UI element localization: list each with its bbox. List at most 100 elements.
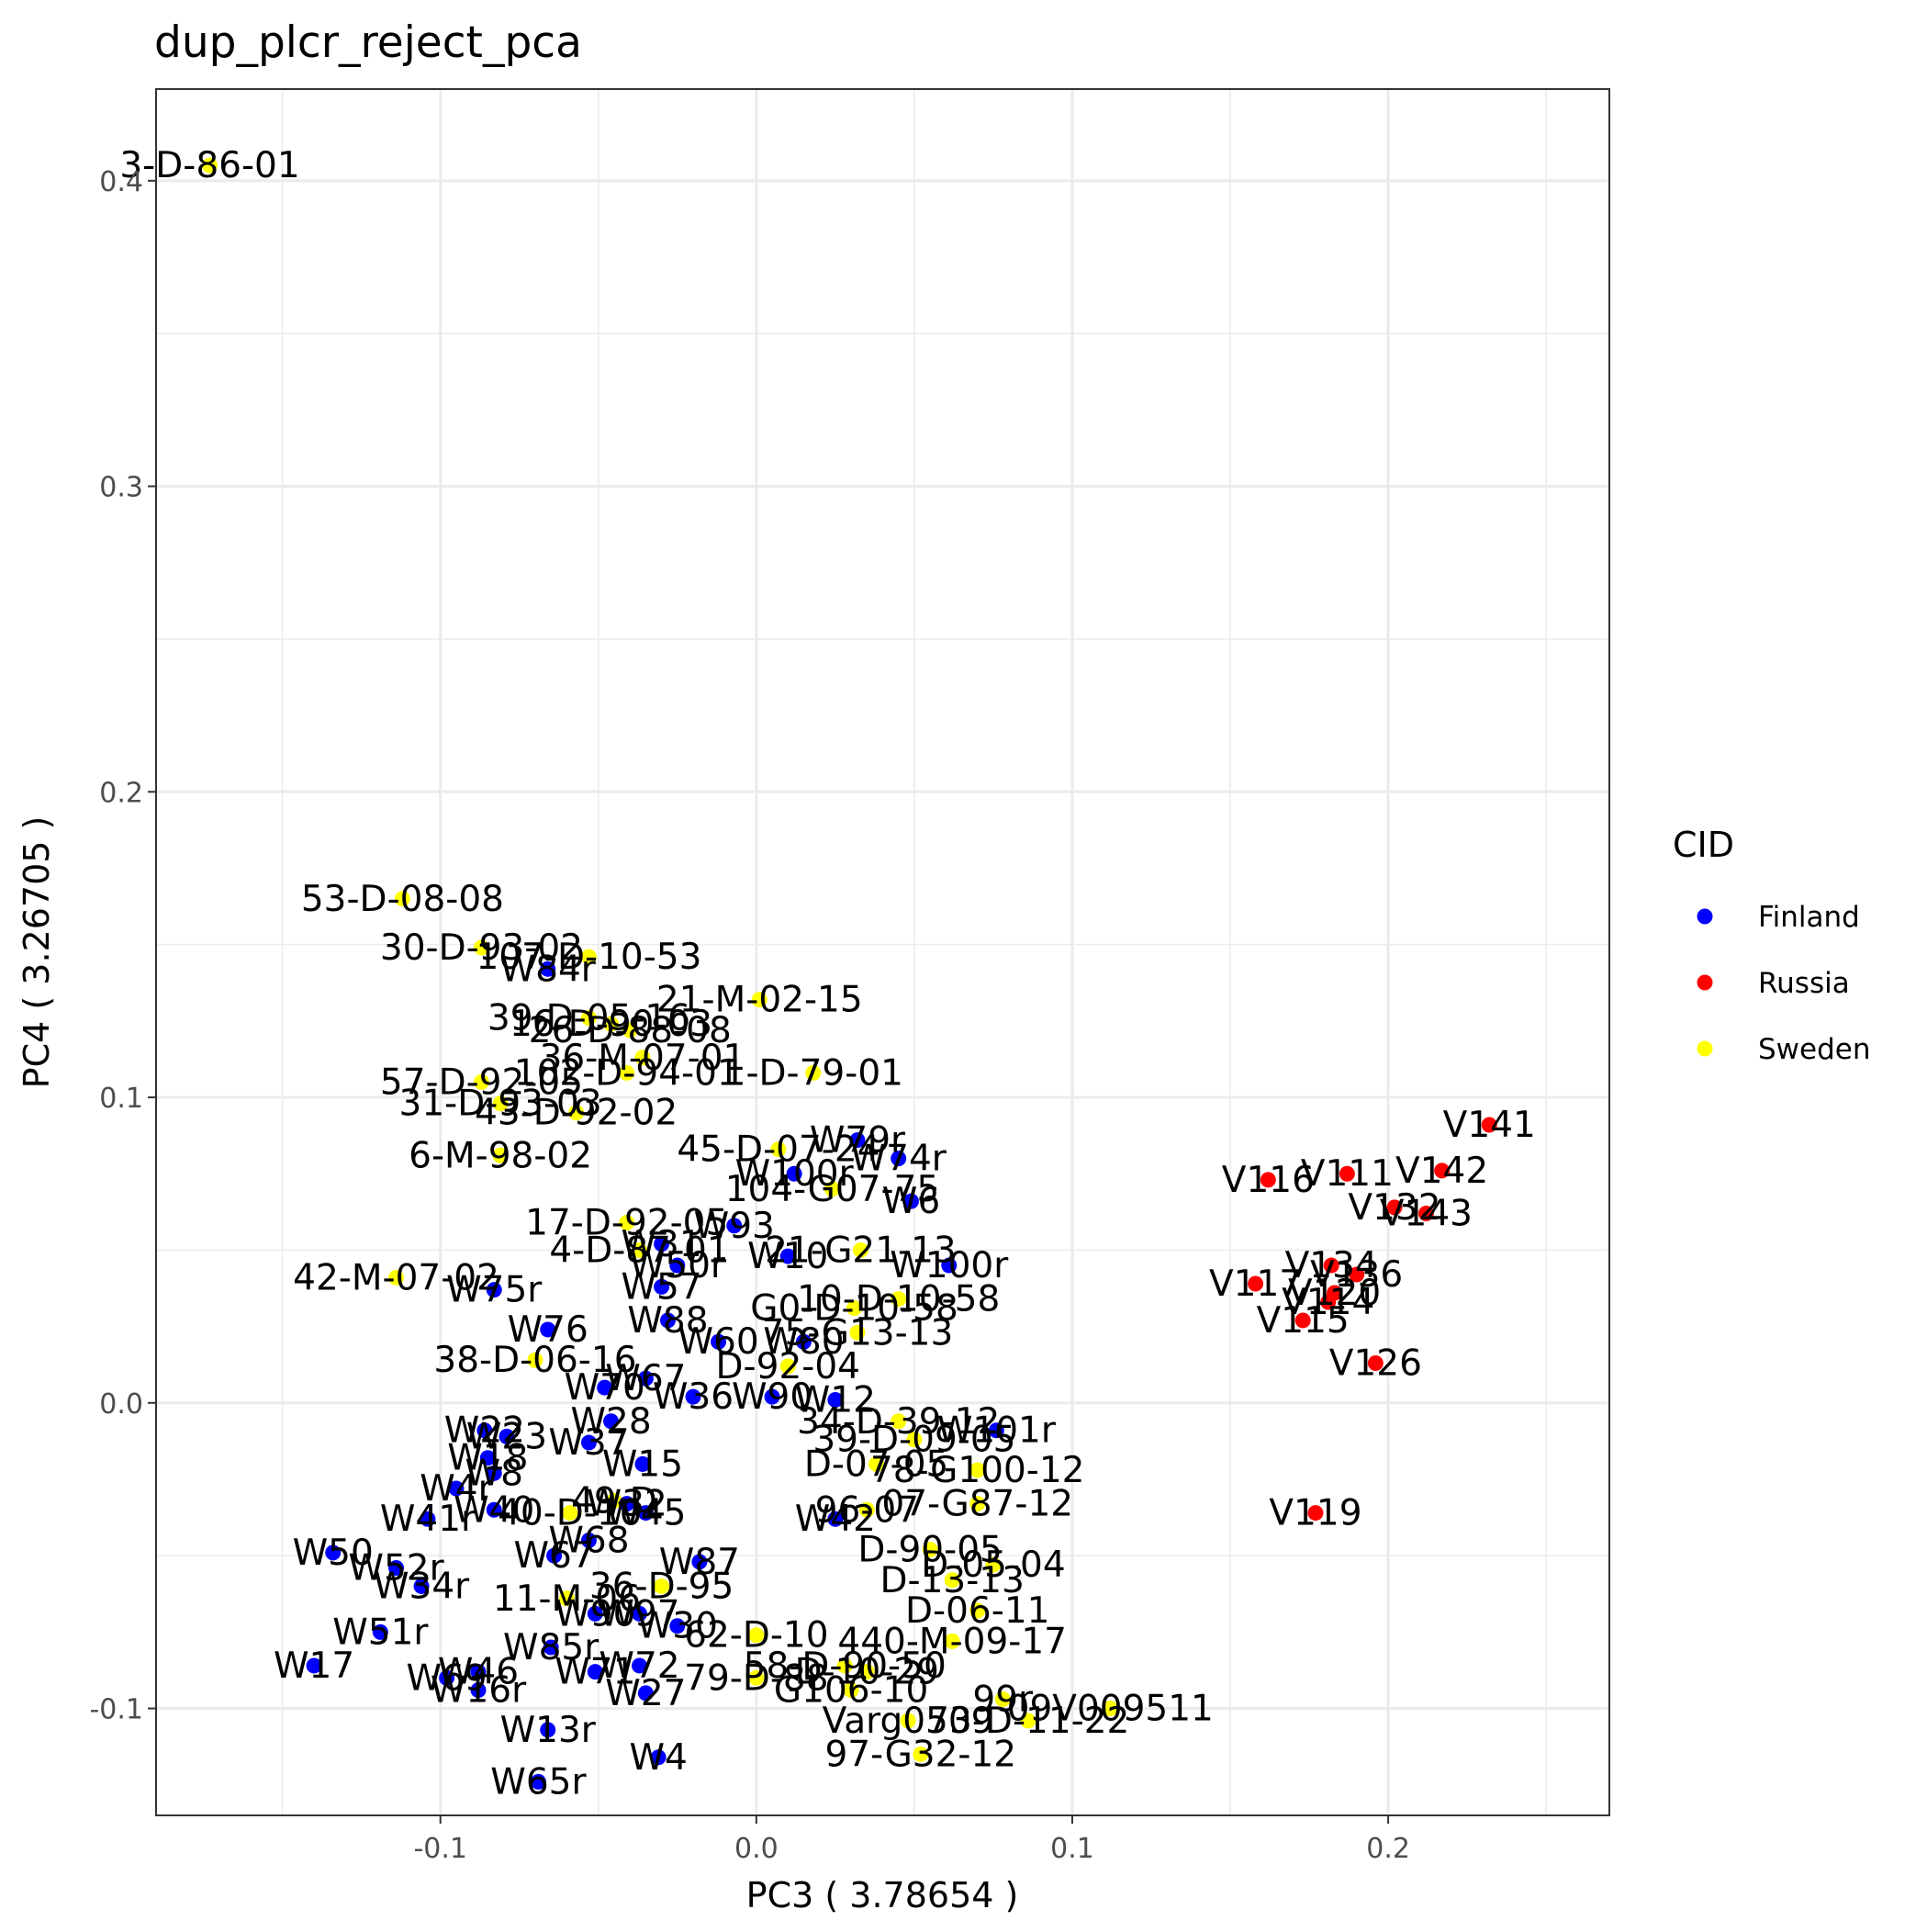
y-tick-label: 0.2 [99,777,143,809]
point-label: W6 [882,1181,940,1222]
point-label: W90 [732,1376,812,1418]
data-point [202,157,218,174]
y-tick-label: -0.1 [89,1694,143,1726]
point-label: 102-D-94-01 [514,1052,740,1094]
point-label: V132 [1348,1187,1440,1229]
data-point [748,1627,765,1644]
plot-panel-border [155,88,1610,1816]
point-label: D-10-29 [795,1652,939,1693]
point-label: D-07-05 [804,1443,948,1485]
point-label: D-90-05 [857,1530,1002,1571]
point-label: W70 [565,1367,645,1409]
point-label: D-92-04 [716,1346,860,1387]
data-point [650,1749,667,1766]
data-point [603,1016,620,1032]
point-label: 4-D-87-01 [549,1230,729,1271]
legend-title: CID [1673,825,1734,865]
point-label: W30 [637,1606,718,1647]
data-point [587,1664,603,1680]
data-point [941,1257,958,1274]
point-label: 36-D-95 [589,1566,734,1607]
data-point [849,1324,866,1341]
point-label: V134 [1285,1245,1378,1286]
data-point [764,1388,780,1405]
point-label: 31-D-93-03 [399,1084,602,1125]
point-label: W60 [678,1321,758,1363]
data-point [823,1181,840,1197]
point-label: 10-D-10-58 [797,1279,1000,1320]
legend-entries: Finland Russia Sweden [1697,901,1871,1066]
point-label: V136 [1310,1254,1403,1296]
point-label: W37 [548,1422,629,1464]
point-label: 440-M-09-17 [837,1621,1067,1662]
data-point [654,1278,670,1295]
point-label: W85r [503,1627,599,1668]
point-label: 39-D-05-16 [487,998,690,1039]
data-point [944,1633,960,1649]
y-axis: -0.1 0.0 0.1 0.2 0.3 0.4 [89,166,156,1726]
data-point [568,1105,585,1121]
data-point [637,1505,654,1522]
point-label: W100r [735,1153,855,1195]
point-label: W52r [348,1547,444,1589]
data-point [530,1773,546,1790]
y-tick-label: 0.1 [99,1083,143,1115]
point-label: 58-D-90-50 [744,1646,947,1687]
point-label: W90 [555,1593,635,1634]
point-label: 49-D [571,1480,657,1522]
data-point [622,1022,638,1039]
data-point [540,960,556,977]
data-point [1248,1275,1264,1292]
legend-key [1697,908,1713,925]
point-label: W22 [444,1410,525,1452]
data-point [476,1422,493,1439]
point-label: W18 [447,1438,528,1479]
point-label: W88 [627,1300,708,1342]
x-axis: -0.1 0.0 0.1 0.2 [413,1815,1410,1865]
point-label: 6-M-98-02 [409,1135,592,1176]
data-point [597,1379,613,1396]
data-point [659,1312,676,1329]
point-label: 38-D-06-16 [433,1340,636,1381]
data-point [669,1257,686,1274]
data-point [580,1533,597,1549]
data-point [770,1141,787,1158]
data-point [637,1685,654,1702]
point-label: 07-G87-12 [881,1484,1073,1525]
point-label: W69 [406,1657,487,1699]
data-point [634,1455,651,1472]
data-point [1367,1355,1384,1372]
point-label: D-06-11 [905,1590,1049,1632]
point-label: W50 [293,1533,374,1574]
data-point [1386,1199,1403,1216]
data-point [902,1193,919,1209]
data-point [632,1605,648,1622]
point-label: 45-D-07-24 [677,1129,879,1171]
point-label: 21-M-02-15 [656,980,863,1021]
point-label: 17-D-92-05 [525,1202,728,1243]
point-label: W4r [420,1468,493,1510]
point-label: W75r [446,1270,543,1311]
data-point [543,1639,559,1656]
data-point [868,1455,885,1472]
point-label: 39-D-09-05 [812,1420,1015,1461]
data-point [922,1542,938,1558]
point-label: 107-D-10-53 [476,937,701,978]
data-point [619,1496,635,1512]
data-point [562,1505,578,1522]
point-label: W72 [599,1646,679,1687]
data-point [1294,1312,1311,1329]
data-point [779,1248,796,1264]
point-label: V142 [1395,1151,1488,1192]
legend-key [1697,1040,1713,1057]
point-label: V141 [1443,1105,1536,1146]
data-point [827,1511,844,1527]
data-point [891,1413,907,1430]
point-label: W97 [599,1593,679,1634]
data-point [580,1434,597,1451]
point-label: D-05-04 [921,1544,1065,1586]
point-label: W46 [438,1652,519,1693]
point-label: W27 [605,1673,686,1714]
point-label: W23 [466,1416,547,1457]
